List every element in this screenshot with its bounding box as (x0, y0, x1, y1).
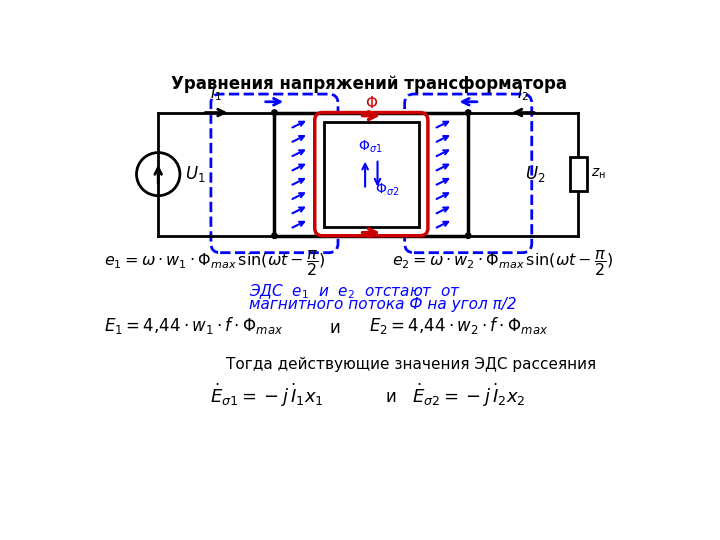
Text: $\mathit{U_1}$: $\mathit{U_1}$ (185, 164, 206, 184)
Text: $\dot{E}_{\sigma 2} = -j\,\dot{I}_2 x_2$: $\dot{E}_{\sigma 2} = -j\,\dot{I}_2 x_2$ (412, 382, 525, 409)
Text: $\mathit{I_2}$: $\mathit{I_2}$ (517, 85, 529, 103)
Text: $\mathit{\Phi_{\sigma 1}}$: $\mathit{\Phi_{\sigma 1}}$ (358, 138, 382, 155)
Text: $e_1 = \omega \cdot w_1 \cdot \Phi_{max}\,\sin(\omega t - \dfrac{\pi}{2})$: $e_1 = \omega \cdot w_1 \cdot \Phi_{max}… (104, 248, 325, 278)
Text: и: и (330, 319, 341, 337)
Text: $E_1 = 4{,}44 \cdot w_1 \cdot f \cdot \Phi_{max}$: $E_1 = 4{,}44 \cdot w_1 \cdot f \cdot \P… (104, 315, 283, 336)
Text: магнитного потока Ф на угол π/2: магнитного потока Ф на угол π/2 (249, 298, 516, 312)
Text: $\mathit{U_2}$: $\mathit{U_2}$ (526, 164, 546, 184)
Circle shape (466, 110, 471, 115)
Text: $e_2 = \omega \cdot w_2 \cdot \Phi_{max}\,\sin(\omega t - \dfrac{\pi}{2})$: $e_2 = \omega \cdot w_2 \cdot \Phi_{max}… (392, 248, 613, 278)
Circle shape (271, 233, 277, 239)
Text: $E_2 = 4{,}44 \cdot w_2 \cdot f \cdot \Phi_{max}$: $E_2 = 4{,}44 \cdot w_2 \cdot f \cdot \P… (369, 315, 548, 336)
Text: Тогда действующие значения ЭДС рассеяния: Тогда действующие значения ЭДС рассеяния (225, 357, 595, 373)
Text: $\mathit{z_{\text{н}}}$: $\mathit{z_{\text{н}}}$ (590, 167, 606, 181)
Text: Уравнения напряжений трансформатора: Уравнения напряжений трансформатора (171, 75, 567, 93)
Text: $\dot{E}_{\sigma 1} = -j\,\dot{I}_1 x_1$: $\dot{E}_{\sigma 1} = -j\,\dot{I}_1 x_1$ (210, 382, 324, 409)
Circle shape (271, 110, 277, 115)
Bar (570, 157, 587, 191)
Text: $\mathit{\Phi}$: $\mathit{\Phi}$ (365, 95, 378, 111)
Text: $\mathit{I_1}$: $\mathit{I_1}$ (210, 85, 222, 103)
Circle shape (466, 233, 471, 239)
Text: ЭДС  $\mathit{e_1}$  и  $\mathit{e_2}$  отстают  от: ЭДС $\mathit{e_1}$ и $\mathit{e_2}$ отст… (249, 282, 461, 300)
Text: $\mathit{\Phi_{\sigma 2}}$: $\mathit{\Phi_{\sigma 2}}$ (375, 182, 400, 198)
Bar (274, 112, 468, 236)
Text: и: и (385, 388, 396, 406)
Bar (324, 122, 418, 226)
